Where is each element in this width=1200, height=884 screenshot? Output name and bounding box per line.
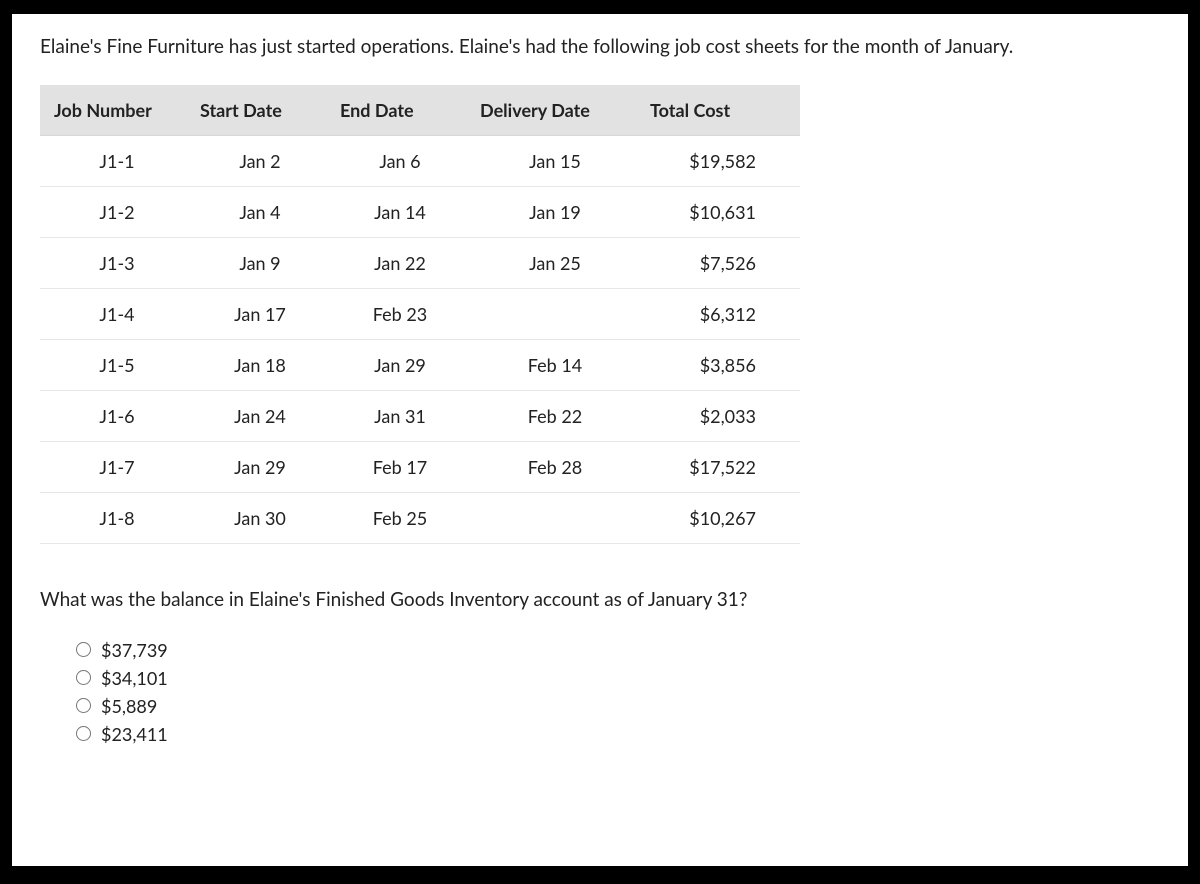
cell-end_date: Jan 14 [330, 186, 470, 237]
intro-text: Elaine's Fine Furniture has just started… [40, 34, 1160, 61]
cell-total_cost: $7,526 [640, 237, 800, 288]
col-header-start-date: Start Date [190, 85, 330, 136]
answer-options: $37,739 $34,101 $5,889 $23,411 [40, 639, 1160, 745]
cell-delivery_date: Feb 14 [470, 339, 640, 390]
col-header-job-number: Job Number [40, 85, 190, 136]
table-row: J1-4Jan 17Feb 23 $6,312 [40, 288, 800, 339]
cell-end_date: Jan 6 [330, 135, 470, 186]
cell-start_date: Jan 18 [190, 339, 330, 390]
cell-delivery_date: Jan 19 [470, 186, 640, 237]
table-row: J1-1Jan 2Jan 6Jan 15$19,582 [40, 135, 800, 186]
cell-delivery_date: Jan 25 [470, 237, 640, 288]
answer-label: $34,101 [101, 667, 168, 689]
table-row: J1-8Jan 30Feb 25 $10,267 [40, 492, 800, 543]
cell-total_cost: $2,033 [640, 390, 800, 441]
answer-option[interactable]: $37,739 [76, 639, 1160, 661]
answer-label: $23,411 [101, 723, 168, 745]
cell-delivery_date [470, 492, 640, 543]
answer-radio[interactable] [76, 642, 91, 657]
cell-end_date: Feb 17 [330, 441, 470, 492]
table-body: J1-1Jan 2Jan 6Jan 15$19,582J1-2Jan 4Jan … [40, 135, 800, 543]
cell-start_date: Jan 4 [190, 186, 330, 237]
job-cost-table: Job Number Start Date End Date Delivery … [40, 85, 800, 544]
answer-option[interactable]: $5,889 [76, 695, 1160, 717]
cell-total_cost: $19,582 [640, 135, 800, 186]
col-header-total-cost: Total Cost [640, 85, 800, 136]
cell-end_date: Jan 22 [330, 237, 470, 288]
outer-frame: Elaine's Fine Furniture has just started… [0, 0, 1200, 884]
answer-option[interactable]: $34,101 [76, 667, 1160, 689]
cell-job_number: J1-5 [40, 339, 190, 390]
cell-job_number: J1-8 [40, 492, 190, 543]
col-header-delivery-date: Delivery Date [470, 85, 640, 136]
cell-job_number: J1-3 [40, 237, 190, 288]
cell-total_cost: $17,522 [640, 441, 800, 492]
table-header-row: Job Number Start Date End Date Delivery … [40, 85, 800, 136]
answer-label: $37,739 [101, 639, 168, 661]
cell-total_cost: $6,312 [640, 288, 800, 339]
cell-end_date: Jan 29 [330, 339, 470, 390]
cell-job_number: J1-1 [40, 135, 190, 186]
cell-total_cost: $10,267 [640, 492, 800, 543]
cell-delivery_date [470, 288, 640, 339]
cell-job_number: J1-4 [40, 288, 190, 339]
question-text: What was the balance in Elaine's Finishe… [40, 588, 1160, 611]
cell-start_date: Jan 30 [190, 492, 330, 543]
cell-start_date: Jan 9 [190, 237, 330, 288]
cell-job_number: J1-6 [40, 390, 190, 441]
page: Elaine's Fine Furniture has just started… [12, 14, 1188, 866]
cell-start_date: Jan 17 [190, 288, 330, 339]
cell-job_number: J1-2 [40, 186, 190, 237]
table-row: J1-6Jan 24Jan 31Feb 22$2,033 [40, 390, 800, 441]
cell-total_cost: $10,631 [640, 186, 800, 237]
answer-label: $5,889 [101, 695, 157, 717]
answer-option[interactable]: $23,411 [76, 723, 1160, 745]
table-row: J1-2Jan 4Jan 14Jan 19$10,631 [40, 186, 800, 237]
table-row: J1-3Jan 9Jan 22Jan 25$7,526 [40, 237, 800, 288]
cell-delivery_date: Feb 28 [470, 441, 640, 492]
answer-radio[interactable] [76, 698, 91, 713]
table-row: J1-7Jan 29Feb 17Feb 28$17,522 [40, 441, 800, 492]
cell-start_date: Jan 24 [190, 390, 330, 441]
cell-delivery_date: Jan 15 [470, 135, 640, 186]
col-header-end-date: End Date [330, 85, 470, 136]
answer-radio[interactable] [76, 670, 91, 685]
cell-job_number: J1-7 [40, 441, 190, 492]
cell-end_date: Jan 31 [330, 390, 470, 441]
cell-total_cost: $3,856 [640, 339, 800, 390]
cell-end_date: Feb 25 [330, 492, 470, 543]
cell-start_date: Jan 2 [190, 135, 330, 186]
cell-start_date: Jan 29 [190, 441, 330, 492]
cell-delivery_date: Feb 22 [470, 390, 640, 441]
cell-end_date: Feb 23 [330, 288, 470, 339]
answer-radio[interactable] [76, 726, 91, 741]
table-row: J1-5Jan 18Jan 29Feb 14$3,856 [40, 339, 800, 390]
